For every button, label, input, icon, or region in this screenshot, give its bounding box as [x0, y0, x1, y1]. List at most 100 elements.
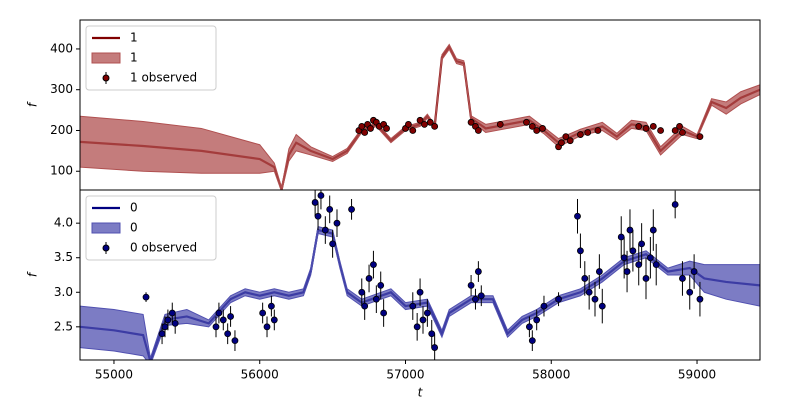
- observed-point: [642, 275, 650, 282]
- observed-point: [321, 226, 329, 234]
- observed-point: [423, 309, 431, 317]
- observed-point: [577, 247, 584, 255]
- observed-point: [581, 275, 589, 282]
- observed-point: [649, 226, 657, 234]
- observed-point: [591, 295, 599, 303]
- legend-marker: [102, 244, 110, 252]
- observed-point: [558, 139, 565, 147]
- observed-point: [405, 120, 412, 128]
- observed-point: [259, 309, 267, 317]
- y-axis-label: f: [26, 271, 40, 277]
- observed-point: [474, 268, 482, 275]
- legend-patch: [91, 52, 121, 64]
- observed-point: [311, 199, 319, 206]
- observed-point: [365, 275, 373, 282]
- observed-point: [649, 123, 657, 130]
- observed-point: [629, 247, 637, 255]
- observed-point: [638, 240, 646, 248]
- confidence-band: [80, 43, 760, 190]
- y-tick-label: 100: [50, 164, 73, 178]
- observed-point: [623, 268, 631, 275]
- observed-point: [421, 120, 428, 128]
- observed-point: [566, 137, 574, 145]
- observed-point: [270, 316, 278, 324]
- observed-point: [358, 288, 366, 296]
- observed-point: [383, 125, 390, 132]
- observed-point: [212, 323, 220, 331]
- observed-point: [367, 125, 374, 132]
- observed-point: [267, 302, 275, 310]
- observed-point: [431, 123, 439, 130]
- observed-point: [428, 330, 436, 338]
- observed-point: [671, 127, 679, 134]
- observed-point: [158, 330, 166, 338]
- x-tick-label: 56000: [241, 368, 279, 382]
- observed-point: [361, 129, 369, 136]
- y-tick-label: 200: [50, 123, 73, 137]
- observed-point: [528, 337, 536, 345]
- legend-label: 0: [130, 201, 138, 215]
- observed-point: [679, 129, 686, 136]
- observed-point: [377, 281, 385, 289]
- observed-point: [224, 330, 232, 338]
- legend-label: 0: [130, 221, 138, 235]
- observed-point: [539, 125, 546, 132]
- observed-point: [329, 240, 337, 248]
- plot-area: [80, 190, 760, 360]
- observed-point: [431, 344, 439, 351]
- observed-point: [409, 127, 417, 134]
- observed-point: [562, 133, 570, 140]
- observed-point: [372, 295, 380, 303]
- observed-point: [227, 313, 234, 320]
- observed-point: [574, 212, 581, 220]
- observed-point: [696, 133, 704, 140]
- legend: 1 1 1 observed: [85, 25, 217, 91]
- observed-point: [686, 288, 694, 296]
- x-tick-label: 58000: [532, 368, 570, 382]
- observed-point: [333, 219, 341, 227]
- legend-patch: [91, 222, 121, 234]
- observed-point: [533, 316, 541, 324]
- plot-area: [80, 43, 760, 190]
- observed-point: [555, 295, 562, 303]
- legend-marker: [102, 74, 110, 82]
- observed-point: [219, 316, 227, 324]
- observed-point: [617, 233, 625, 241]
- observed-point: [413, 323, 421, 331]
- x-tick-label: 59000: [678, 368, 716, 382]
- observed-point: [416, 116, 424, 124]
- observed-point: [231, 337, 239, 345]
- observed-point: [317, 192, 325, 199]
- y-tick-label: 3.5: [54, 250, 73, 264]
- observed-point: [646, 254, 654, 262]
- observed-point: [594, 127, 602, 134]
- observed-point: [474, 127, 482, 134]
- observed-point: [696, 295, 704, 303]
- observed-point: [525, 323, 533, 331]
- observed-point: [348, 205, 355, 213]
- confidence-band: [80, 226, 760, 360]
- legend-label: 1 observed: [130, 71, 197, 85]
- observed-point: [171, 319, 179, 327]
- y-tick-label: 400: [50, 41, 73, 55]
- observed-point: [690, 268, 698, 275]
- observed-point: [419, 316, 427, 324]
- observed-point: [540, 302, 548, 310]
- observed-point: [161, 323, 169, 331]
- observed-point: [585, 288, 593, 296]
- observed-point: [467, 281, 475, 289]
- x-axis-label: t: [418, 386, 424, 400]
- observed-point: [635, 123, 643, 130]
- x-tick-label: 55000: [95, 368, 133, 382]
- observed-point: [409, 302, 417, 310]
- observed-point: [314, 212, 322, 220]
- observed-point: [472, 295, 479, 303]
- observed-point: [496, 120, 504, 128]
- observed-point: [657, 127, 664, 134]
- axes-frame: [79, 189, 761, 361]
- observed-point: [584, 129, 592, 136]
- legend-label: 1: [130, 51, 138, 65]
- observed-point: [164, 316, 172, 324]
- observed-point: [467, 118, 475, 126]
